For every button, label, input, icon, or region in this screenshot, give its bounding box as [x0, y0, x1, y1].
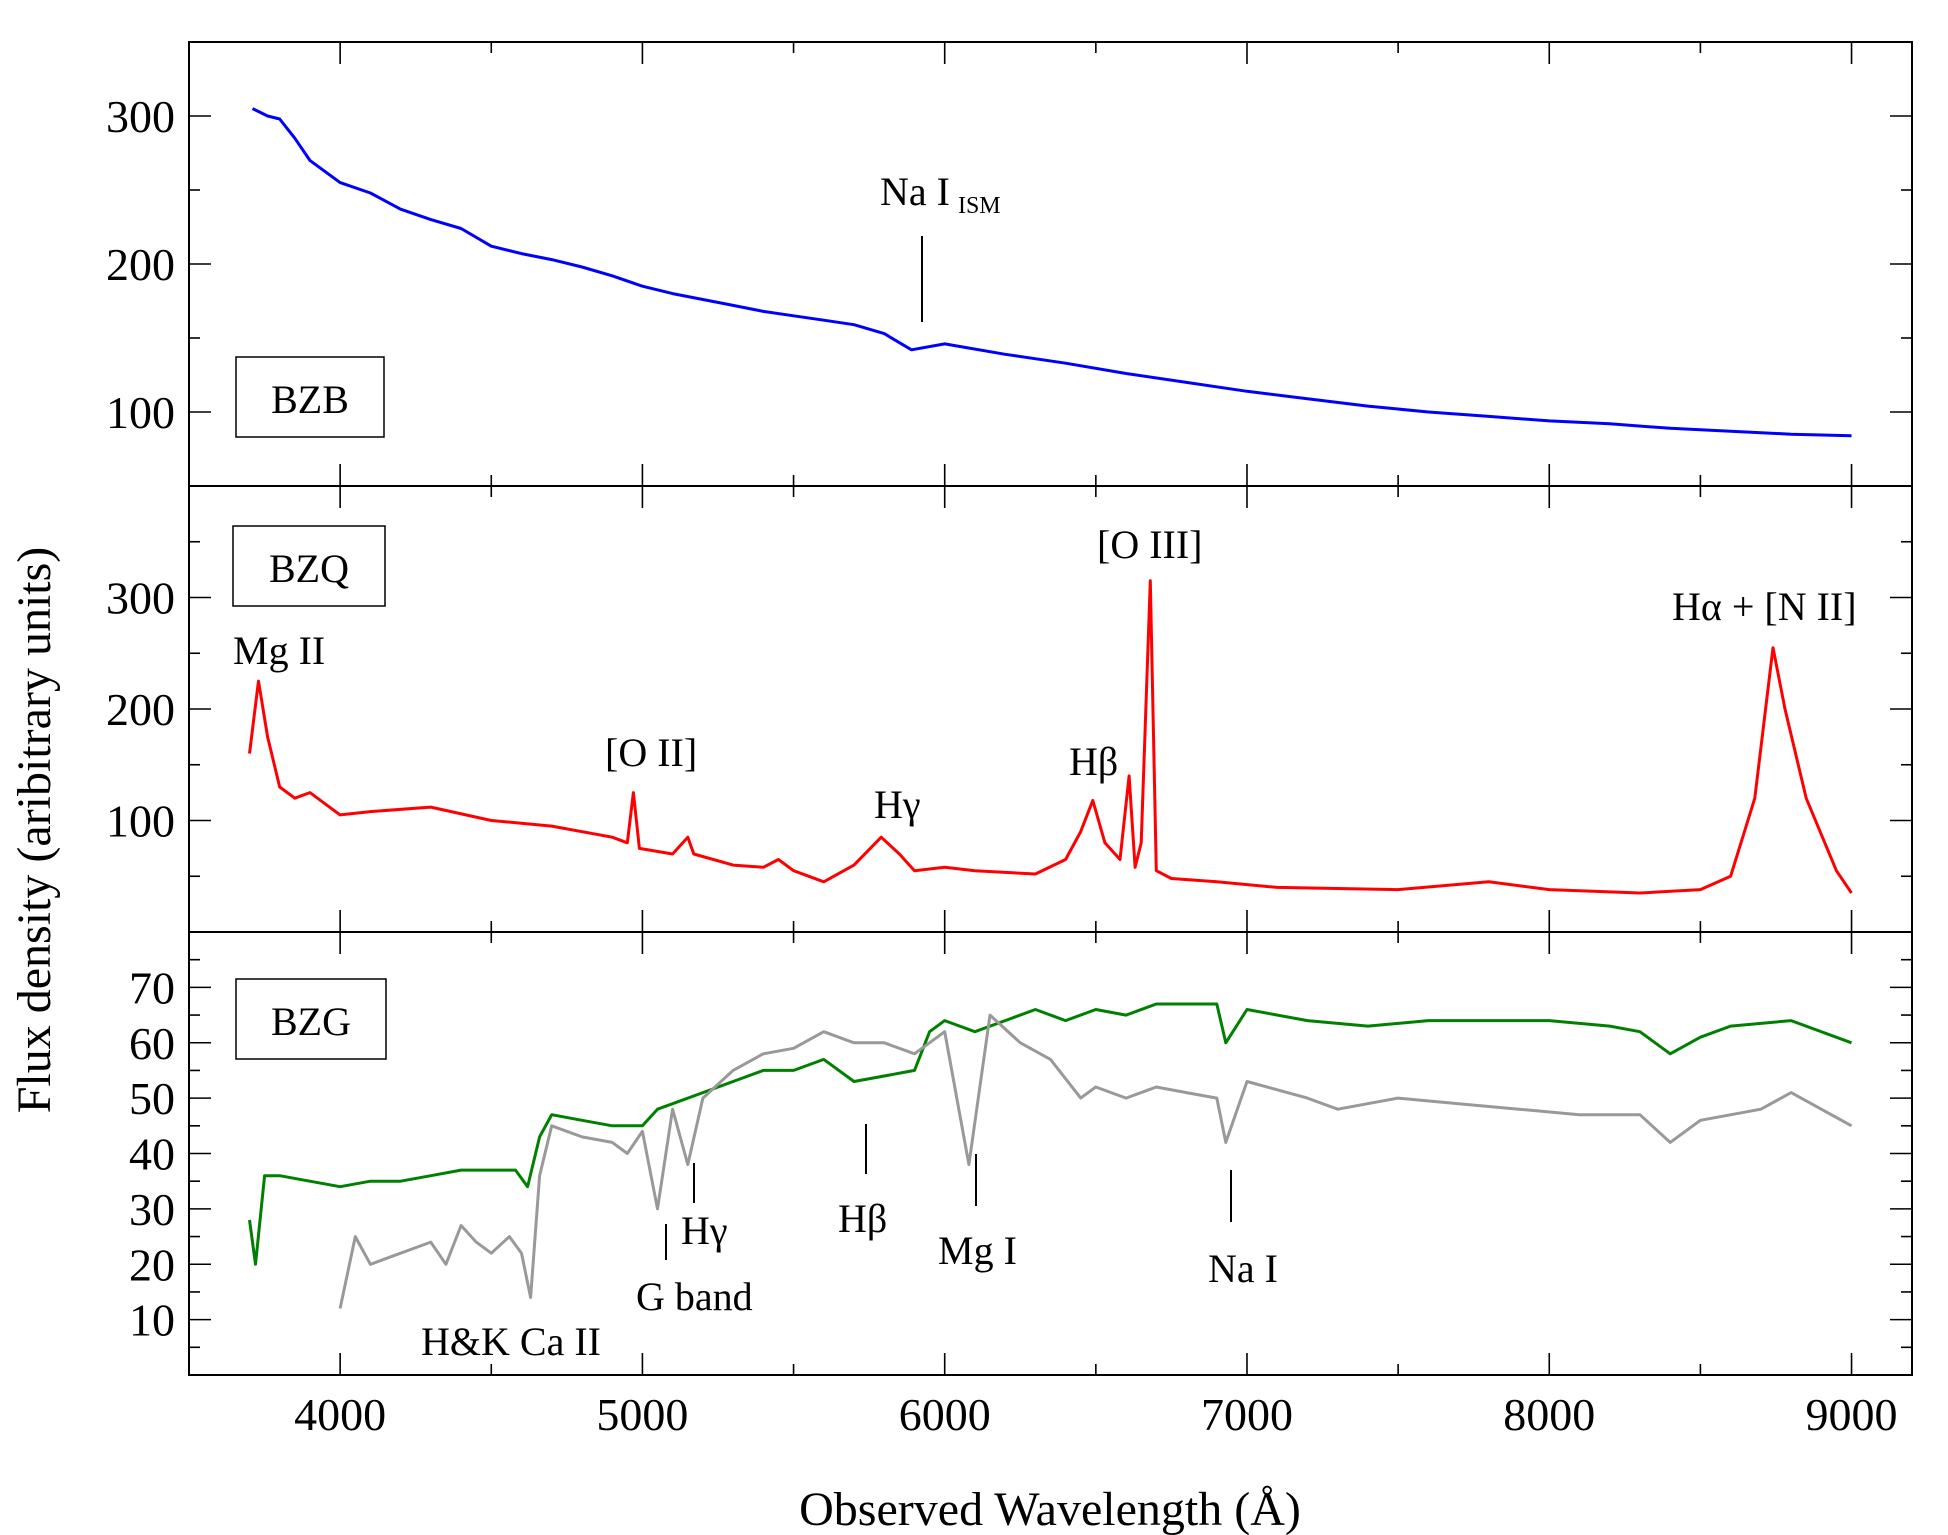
annotation-mg-ii: Mg II [233, 628, 325, 673]
xtick-label-7000: 7000 [1201, 1389, 1293, 1440]
xtick-label-9000: 9000 [1806, 1389, 1898, 1440]
ytick-label-bzg-70: 70 [129, 962, 175, 1013]
annotation-na-i-ism: Na I ISM [880, 169, 1001, 219]
ytick-label-bzg-30: 30 [129, 1184, 175, 1235]
ytick-label-bzg-20: 20 [129, 1239, 175, 1290]
xtick-label-8000: 8000 [1503, 1389, 1595, 1440]
ytick-label-bzq-200: 200 [106, 684, 175, 735]
panel-bzb-frame [188, 41, 1913, 487]
panel-tag-bzb-text: BZB [271, 377, 349, 422]
annotation-o-iii: [O III] [1097, 522, 1203, 567]
series-bzg-1 [338, 1013, 1853, 1309]
panel-tag-bzg-text: BZG [271, 999, 351, 1044]
series-bzb-0 [251, 107, 1852, 438]
ytick-label-bzg-10: 10 [129, 1295, 175, 1346]
ytick-label-bzb-300: 300 [106, 91, 175, 142]
panel-bzg-frame [188, 931, 1913, 1376]
panel-tag-bzq: BZQ [232, 525, 386, 607]
annotation-o-ii: [O II] [605, 730, 697, 775]
series-bzq-0 [248, 579, 1853, 895]
annotation-h-alpha-n-ii: Hα + [N II] [1672, 584, 1857, 629]
series-bzg-0 [248, 1002, 1853, 1266]
axis-ticks [189, 42, 1912, 1375]
annotation-na-i-ism-sub: ISM [958, 193, 1001, 219]
annotation-na-i-ism-text: Na I [880, 169, 950, 214]
xtick-label-5000: 5000 [596, 1389, 688, 1440]
panel-tag-bzg: BZG [235, 978, 387, 1060]
ytick-label-bzq-300: 300 [106, 573, 175, 624]
xtick-label-4000: 4000 [294, 1389, 386, 1440]
ytick-label-bzq-100: 100 [106, 796, 175, 847]
annotation-h-gamma-bzq: Hγ [874, 782, 921, 827]
ytick-label-bzg-40: 40 [129, 1129, 175, 1180]
panel-tag-bzb: BZB [235, 356, 385, 438]
y-axis-label: Flux density (aribitrary units) [8, 547, 61, 1114]
ytick-label-bzb-100: 100 [106, 387, 175, 438]
ytick-label-bzg-60: 60 [129, 1018, 175, 1069]
annotation-g-band: G band [636, 1274, 753, 1319]
ytick-label-bzg-50: 50 [129, 1073, 175, 1124]
spectra-series [248, 107, 1853, 1309]
panel-tag-bzq-text: BZQ [269, 546, 349, 591]
annotation-h-gamma-bzg: Hγ [681, 1208, 728, 1253]
annotation-h-beta-bzg: Hβ [838, 1196, 887, 1241]
annotation-h-beta-bzq: Hβ [1069, 739, 1118, 784]
annotation-mg-i: Mg I [938, 1228, 1017, 1273]
annotation-na-i: Na I [1208, 1246, 1278, 1291]
x-axis-label: Observed Wavelength (Å) [799, 1483, 1301, 1535]
xtick-label-6000: 6000 [899, 1389, 991, 1440]
annotation-hk-ca-ii: H&K Ca II [421, 1319, 601, 1364]
ytick-label-bzb-200: 200 [106, 239, 175, 290]
